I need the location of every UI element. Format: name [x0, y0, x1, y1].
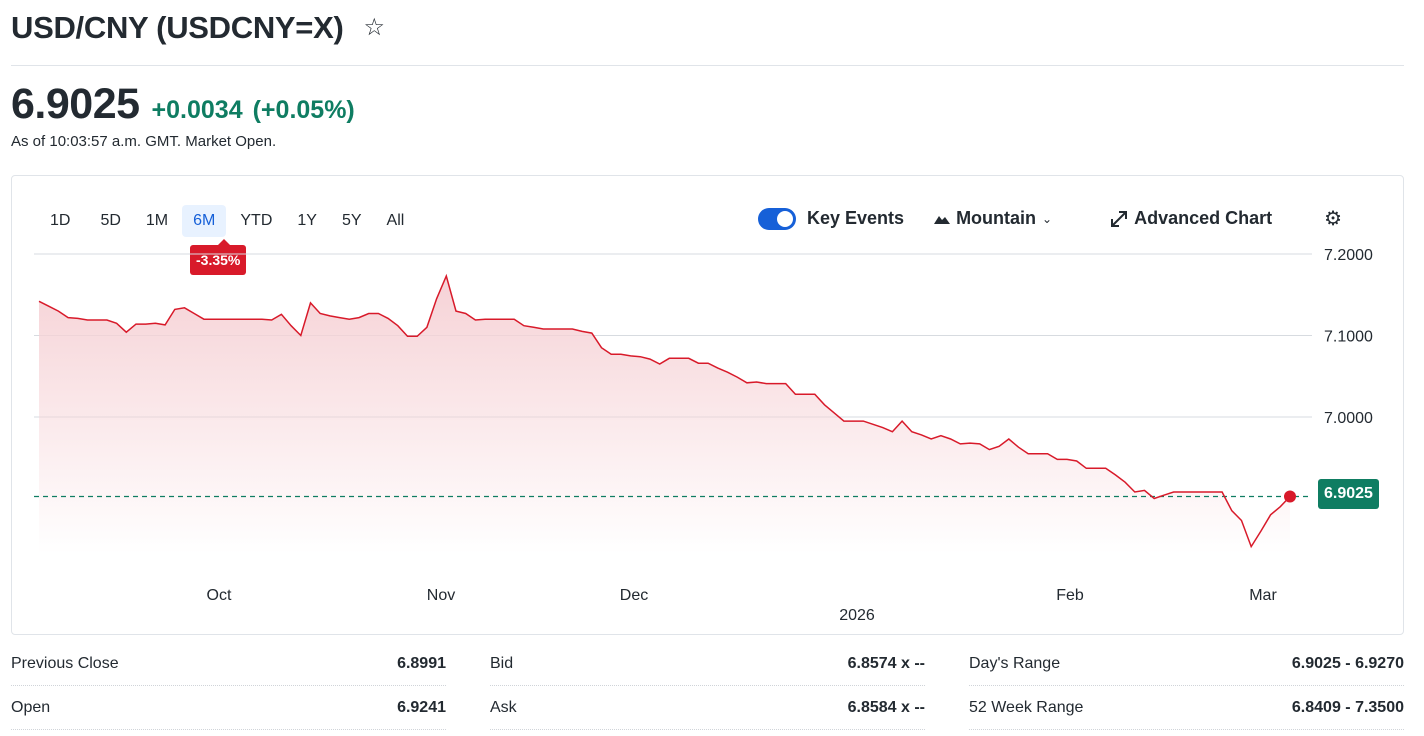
area-fill [39, 276, 1290, 554]
stat-value: 6.8574 x -- [847, 654, 925, 672]
x-tick-label: Nov [427, 587, 455, 604]
period-change-badge: -3.35% [190, 239, 247, 275]
x-tick-label: 2026 [839, 607, 875, 624]
range-1y[interactable]: 1Y [297, 212, 317, 229]
price-chart[interactable]: 7.2000 7.1000 7.0000 Oct Nov Dec 2026 Feb Mar [12, 176, 1405, 636]
key-events-label: Key Events [807, 208, 905, 228]
stat-label: 52 Week Range [969, 698, 1084, 716]
last-price-badge: 6.9025 [1318, 479, 1379, 509]
stat-value: 6.9025 - 6.9270 [1291, 654, 1404, 672]
gear-icon[interactable]: ⚙ [1324, 208, 1343, 230]
last-point [1284, 490, 1296, 503]
range-5d[interactable]: 5D [100, 212, 121, 229]
y-tick-label: 7.1000 [1324, 329, 1373, 346]
expand-icon [1111, 210, 1128, 227]
range-ytd[interactable]: YTD [240, 212, 273, 229]
stat-label: Previous Close [11, 654, 119, 672]
market-status: As of 10:03:57 a.m. GMT. Market Open. [11, 133, 277, 150]
price-row: 6.9025 +0.0034 (+0.05%) [11, 80, 355, 129]
header-divider [11, 65, 1404, 66]
stats-column-3: Day's Range 6.9025 - 6.9270 52 Week Rang… [969, 642, 1404, 730]
stats-column-2: Bid 6.8574 x -- Ask 6.8584 x -- [490, 642, 925, 730]
price-change-percent: (+0.05%) [252, 96, 355, 124]
stat-label: Ask [490, 698, 517, 716]
stat-open: Open 6.9241 [11, 686, 446, 730]
stat-days-range: Day's Range 6.9025 - 6.9270 [969, 642, 1404, 686]
stats-column-1: Previous Close 6.8991 Open 6.9241 [11, 642, 446, 730]
key-events-toggle[interactable]: Key Events [758, 207, 905, 230]
advanced-chart-button[interactable]: Advanced Chart [1110, 208, 1272, 229]
stat-value: 6.8584 x -- [847, 698, 925, 716]
chart-card: 1D 5D 1M 6M YTD 1Y 5Y All -3.35% Key Eve… [11, 175, 1404, 635]
range-1d[interactable]: 1D [50, 212, 71, 229]
star-icon[interactable]: ☆ [363, 14, 386, 41]
stat-ask: Ask 6.8584 x -- [490, 686, 925, 730]
x-tick-label: Oct [207, 587, 232, 604]
chart-type-label: Mountain [956, 208, 1037, 228]
stat-label: Day's Range [969, 654, 1061, 672]
stat-bid: Bid 6.8574 x -- [490, 642, 925, 686]
stat-label: Bid [490, 654, 514, 672]
mountain-icon [934, 215, 951, 224]
chevron-down-icon: ⌄ [1042, 211, 1053, 226]
title-row: USD/CNY (USDCNY=X) ☆ [11, 8, 385, 48]
y-tick-label: 7.0000 [1324, 410, 1373, 427]
x-tick-label: Feb [1056, 587, 1084, 604]
page-title: USD/CNY (USDCNY=X) [11, 10, 344, 45]
advanced-chart-label: Advanced Chart [1134, 208, 1273, 228]
chart-toolbar: Key Events Mountain ⌄ Advanced Chart ⚙ [758, 206, 1342, 231]
stat-52-week-range: 52 Week Range 6.8409 - 7.3500 [969, 686, 1404, 730]
current-price: 6.9025 [11, 80, 140, 128]
chart-type-dropdown[interactable]: Mountain ⌄ [934, 208, 1052, 229]
price-change: +0.0034 [151, 96, 243, 124]
price-line [38, 273, 1291, 549]
y-tick-label: 7.2000 [1324, 247, 1373, 264]
x-tick-label: Mar [1249, 587, 1277, 604]
range-5y[interactable]: 5Y [341, 212, 362, 229]
range-all[interactable]: All [386, 212, 405, 229]
toggle-switch[interactable] [758, 207, 796, 230]
range-selector: 1D 5D 1M 6M YTD 1Y 5Y All [39, 205, 418, 237]
range-1m[interactable]: 1M [145, 212, 169, 229]
x-tick-label: Dec [620, 587, 648, 604]
stat-value: 6.8991 [397, 654, 446, 672]
stat-value: 6.8409 - 7.3500 [1291, 698, 1404, 716]
stat-previous-close: Previous Close 6.8991 [11, 642, 446, 686]
stat-value: 6.9241 [397, 698, 446, 716]
range-6m[interactable]: 6M [182, 205, 227, 237]
stat-label: Open [11, 698, 51, 716]
